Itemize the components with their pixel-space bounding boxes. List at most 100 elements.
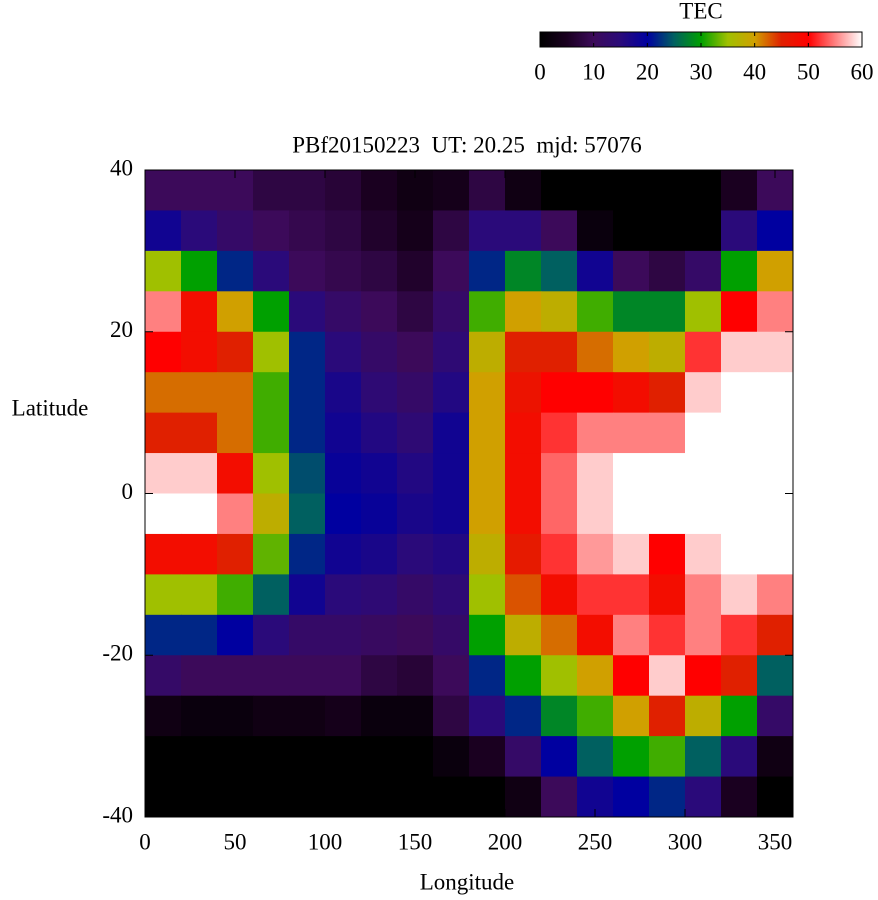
heat-cell [361, 655, 398, 697]
heat-cell [253, 533, 290, 575]
heat-cell [397, 614, 434, 656]
heat-cell [253, 170, 290, 211]
heat-cell [145, 170, 182, 211]
heat-cell [361, 372, 398, 414]
heat-cell [289, 372, 326, 414]
heat-cell [289, 210, 326, 252]
heat-cell [361, 331, 398, 373]
heat-cell [469, 776, 506, 818]
heat-cell [217, 210, 254, 252]
heat-cell [145, 372, 182, 414]
heat-cell [397, 453, 434, 494]
heat-cell [685, 331, 722, 373]
heat-cell [721, 695, 758, 737]
heat-cell [505, 412, 542, 454]
x-tick-label: 250 [578, 829, 613, 854]
heat-cell [613, 736, 650, 778]
heat-cell [217, 533, 254, 575]
heat-cell [649, 412, 686, 454]
chart-title: PBf20150223 UT: 20.25 mjd: 57076 [292, 132, 642, 157]
heat-cell [253, 372, 290, 414]
heat-cell [613, 695, 650, 737]
heat-cell [361, 170, 398, 211]
heat-cell [145, 655, 182, 697]
y-tick-label: 0 [122, 479, 134, 504]
heat-cell [721, 453, 758, 494]
heat-cell [505, 493, 542, 535]
heat-cell [253, 655, 290, 697]
heat-cell [181, 453, 218, 494]
heat-cell [469, 493, 506, 535]
x-tick-label: 100 [308, 829, 343, 854]
heat-cell [181, 574, 218, 616]
colorbar-tick-label: 10 [582, 59, 605, 84]
heat-cell [289, 250, 326, 292]
heat-cell [181, 776, 218, 818]
heat-cell [289, 695, 326, 737]
heat-cell [577, 412, 614, 454]
colorbar-tick-label: 50 [797, 59, 820, 84]
heat-cell [253, 614, 290, 656]
heat-cell [397, 210, 434, 252]
heat-cell [721, 291, 758, 333]
heat-cell [613, 331, 650, 373]
heat-cell [217, 695, 254, 737]
heat-cell [505, 210, 542, 252]
colorbar-tick-label: 40 [743, 59, 766, 84]
heat-cell [253, 331, 290, 373]
heat-cell [685, 655, 722, 697]
heat-cell [505, 170, 542, 211]
colorbar-tick-label: 0 [534, 59, 546, 84]
heat-cell [289, 574, 326, 616]
heat-cell [613, 533, 650, 575]
heat-cell [721, 776, 758, 818]
heat-cell [145, 574, 182, 616]
heat-cell [757, 453, 794, 494]
x-tick-label: 0 [139, 829, 151, 854]
heat-cell [577, 210, 614, 252]
heat-cell [145, 250, 182, 292]
heat-cell [361, 533, 398, 575]
heat-cell [433, 250, 470, 292]
heat-cell [685, 776, 722, 818]
heat-cell [469, 655, 506, 697]
heat-cell [469, 291, 506, 333]
heat-cell [253, 695, 290, 737]
heat-cell [721, 250, 758, 292]
heat-cell [505, 614, 542, 656]
heat-cell [685, 493, 722, 535]
heat-cell [649, 170, 686, 211]
x-tick-label: 150 [398, 829, 433, 854]
heat-cell [145, 412, 182, 454]
heat-cell [433, 453, 470, 494]
colorbar-label: TEC [679, 0, 722, 23]
heat-cell [721, 736, 758, 778]
heat-cell [217, 291, 254, 333]
heat-cell [757, 655, 794, 697]
heat-cell [577, 614, 614, 656]
heat-cell [613, 412, 650, 454]
heat-cell [505, 533, 542, 575]
heat-cell [433, 655, 470, 697]
heat-cell [181, 170, 218, 211]
heat-cell [577, 331, 614, 373]
heat-cell [541, 291, 578, 333]
heat-cell [541, 695, 578, 737]
x-axis-label: Longitude [420, 869, 515, 894]
heat-cell [505, 736, 542, 778]
heat-cell [541, 655, 578, 697]
heat-cell [577, 574, 614, 616]
heat-cell [469, 453, 506, 494]
heat-cell [649, 574, 686, 616]
heat-cell [541, 331, 578, 373]
heat-cell [361, 453, 398, 494]
heat-cell [217, 614, 254, 656]
heat-cell [505, 695, 542, 737]
heat-cell [721, 493, 758, 535]
y-tick-label: 20 [110, 317, 133, 342]
heat-cell [289, 736, 326, 778]
heat-cell [685, 614, 722, 656]
heat-cell [613, 250, 650, 292]
heat-cell [253, 574, 290, 616]
